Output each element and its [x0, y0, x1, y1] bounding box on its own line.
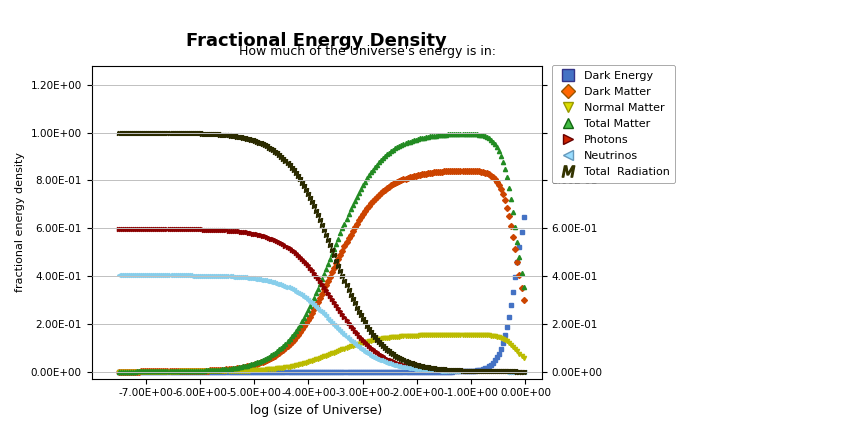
- Dark Matter: [160, 369, 170, 374]
- Photons: [269, 237, 280, 242]
- Total Radiation: [512, 369, 522, 374]
- Legend: Dark Energy, Dark Matter, Normal Matter, Total Matter, Photons, Neutrinos, Total: Dark Energy, Dark Matter, Normal Matter,…: [551, 65, 675, 183]
- Neutrinos: [521, 369, 531, 374]
- Line: Dark Energy: Dark Energy: [116, 202, 528, 374]
- Normal Matter: [287, 363, 298, 368]
- Normal Matter: [512, 349, 522, 354]
- Photons: [521, 369, 531, 374]
- Dark Matter: [287, 339, 298, 344]
- Dark Energy: [269, 369, 280, 374]
- Dark Matter: [269, 353, 280, 359]
- Neutrinos: [512, 369, 522, 374]
- Dark Energy: [469, 368, 479, 373]
- Dark Matter: [521, 308, 531, 314]
- Dark Energy: [114, 369, 124, 374]
- Total Radiation: [269, 149, 280, 154]
- Total Radiation: [287, 166, 298, 171]
- Dark Matter: [461, 168, 471, 173]
- Line: Total Radiation: Total Radiation: [116, 130, 528, 374]
- Total Radiation: [114, 130, 124, 135]
- Normal Matter: [469, 332, 479, 337]
- Photons: [114, 226, 124, 232]
- Total Radiation: [184, 130, 194, 136]
- Total Radiation: [469, 368, 479, 374]
- Total Radiation: [160, 130, 170, 135]
- Dark Matter: [184, 368, 194, 374]
- Title: Fractional Energy Density: Fractional Energy Density: [186, 32, 447, 50]
- Dark Energy: [512, 260, 522, 265]
- Photons: [160, 226, 170, 232]
- Normal Matter: [461, 332, 471, 337]
- Dark Energy: [184, 369, 194, 374]
- Normal Matter: [269, 366, 280, 371]
- Neutrinos: [269, 280, 280, 285]
- Total Matter: [160, 369, 170, 374]
- Photons: [512, 369, 522, 374]
- Neutrinos: [184, 273, 194, 278]
- Total Matter: [512, 240, 522, 245]
- Line: Dark Matter: Dark Matter: [116, 168, 528, 374]
- Line: Normal Matter: Normal Matter: [116, 333, 528, 374]
- Dark Matter: [512, 260, 522, 265]
- Photons: [184, 227, 194, 232]
- Total Matter: [184, 368, 194, 374]
- Neutrinos: [160, 273, 170, 278]
- X-axis label: log (size of Universe): log (size of Universe): [251, 404, 383, 417]
- Total Matter: [521, 297, 531, 302]
- Total Matter: [269, 350, 280, 356]
- Dark Energy: [287, 369, 298, 374]
- Dark Matter: [469, 168, 479, 173]
- Normal Matter: [114, 369, 124, 374]
- Total Matter: [287, 333, 298, 338]
- Total Radiation: [521, 369, 531, 374]
- Photons: [287, 248, 298, 253]
- Dark Energy: [521, 202, 531, 207]
- Normal Matter: [521, 358, 531, 363]
- Line: Total Matter: Total Matter: [116, 132, 528, 374]
- Normal Matter: [160, 369, 170, 374]
- Total Matter: [114, 369, 124, 374]
- Total Matter: [461, 131, 471, 137]
- Dark Matter: [114, 369, 124, 374]
- Total Matter: [469, 131, 479, 137]
- Photons: [469, 368, 479, 374]
- Dark Energy: [160, 369, 170, 374]
- Neutrinos: [114, 273, 124, 278]
- Line: Photons: Photons: [116, 227, 528, 374]
- Text: How much of the Universe's energy is in:: How much of the Universe's energy is in:: [239, 45, 496, 58]
- Neutrinos: [469, 369, 479, 374]
- Normal Matter: [184, 369, 194, 374]
- Y-axis label: fractional energy density: fractional energy density: [15, 152, 25, 292]
- Neutrinos: [287, 287, 298, 292]
- Line: Neutrinos: Neutrinos: [116, 273, 528, 374]
